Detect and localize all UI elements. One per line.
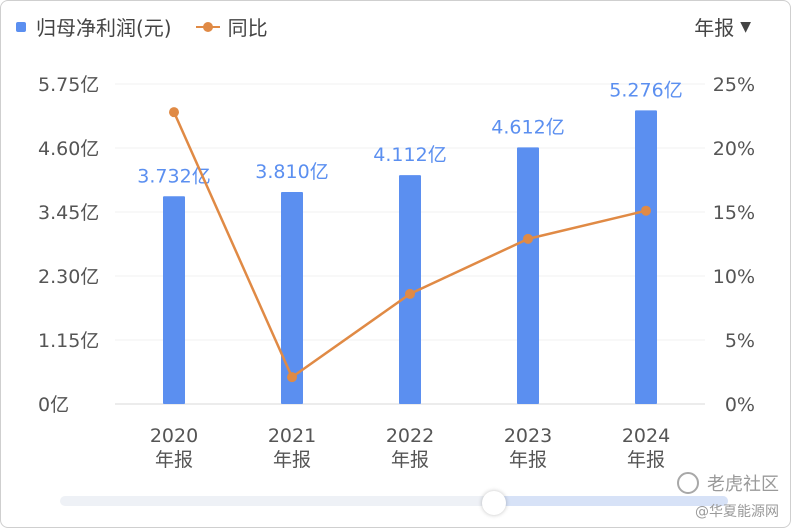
x-tick-label: 2023 xyxy=(504,425,552,447)
legend-item-bar[interactable]: 归母净利润(元) xyxy=(16,12,172,41)
legend-item-line[interactable]: 同比 xyxy=(195,12,268,41)
line-swatch-icon xyxy=(195,21,220,33)
x-tick-label: 年报 xyxy=(391,449,429,471)
y-right-tick-label: 10% xyxy=(713,266,755,288)
line-point xyxy=(169,107,179,118)
bar xyxy=(517,147,539,405)
caret-down-icon: ▼ xyxy=(740,18,751,35)
x-tick-label: 年报 xyxy=(155,449,193,471)
bar xyxy=(281,191,303,404)
x-tick-label: 2022 xyxy=(386,425,434,447)
period-dropdown[interactable]: 年报 ▼ xyxy=(694,12,751,41)
line-point xyxy=(287,372,297,383)
legend-line-label: 同比 xyxy=(227,16,268,40)
tiger-logo-icon xyxy=(677,472,699,494)
y-left-tick-label: 0亿 xyxy=(38,394,69,416)
bar-data-label: 5.276亿 xyxy=(609,79,682,101)
y-left-tick-label: 2.30亿 xyxy=(38,266,99,288)
bar xyxy=(163,196,185,404)
y-left-tick-label: 3.45亿 xyxy=(38,202,99,224)
y-right-tick-label: 15% xyxy=(713,202,755,224)
x-tick-label: 2024 xyxy=(622,425,670,447)
bar xyxy=(635,110,657,405)
bar-data-label: 4.612亿 xyxy=(491,116,564,138)
x-tick-label: 年报 xyxy=(273,449,311,471)
watermark: 老虎社区 xyxy=(677,470,779,496)
line-point xyxy=(405,288,415,299)
slider-handle[interactable] xyxy=(482,491,506,515)
slider-track xyxy=(60,496,728,506)
y-left-tick-label: 4.60亿 xyxy=(38,138,99,160)
x-tick-label: 年报 xyxy=(627,449,665,471)
x-tick-label: 2021 xyxy=(268,425,316,447)
bar-swatch-icon xyxy=(16,21,26,32)
y-right-tick-label: 25% xyxy=(713,74,755,96)
x-tick-label: 年报 xyxy=(509,449,547,471)
bar-data-label: 4.112亿 xyxy=(373,144,446,166)
bar-data-label: 3.810亿 xyxy=(255,161,328,183)
line-point xyxy=(523,233,533,244)
y-right-tick-label: 5% xyxy=(725,330,755,352)
watermark-brand: 老虎社区 xyxy=(707,474,779,495)
range-slider[interactable] xyxy=(60,491,728,515)
line-point xyxy=(641,205,651,216)
x-tick-label: 2020 xyxy=(150,425,198,447)
y-right-tick-label: 20% xyxy=(713,138,755,160)
y-right-tick-label: 0% xyxy=(725,394,755,416)
watermark-sub: @华夏能源网 xyxy=(695,504,779,520)
y-left-tick-label: 5.75亿 xyxy=(38,74,99,96)
legend-bar-label: 归母净利润(元) xyxy=(36,16,172,40)
bar-data-label: 3.732亿 xyxy=(137,165,210,187)
slider-window[interactable] xyxy=(494,496,728,506)
y-left-tick-label: 1.15亿 xyxy=(38,330,99,352)
legend: 归母净利润(元) 同比 xyxy=(16,12,292,41)
period-label: 年报 xyxy=(694,16,735,40)
